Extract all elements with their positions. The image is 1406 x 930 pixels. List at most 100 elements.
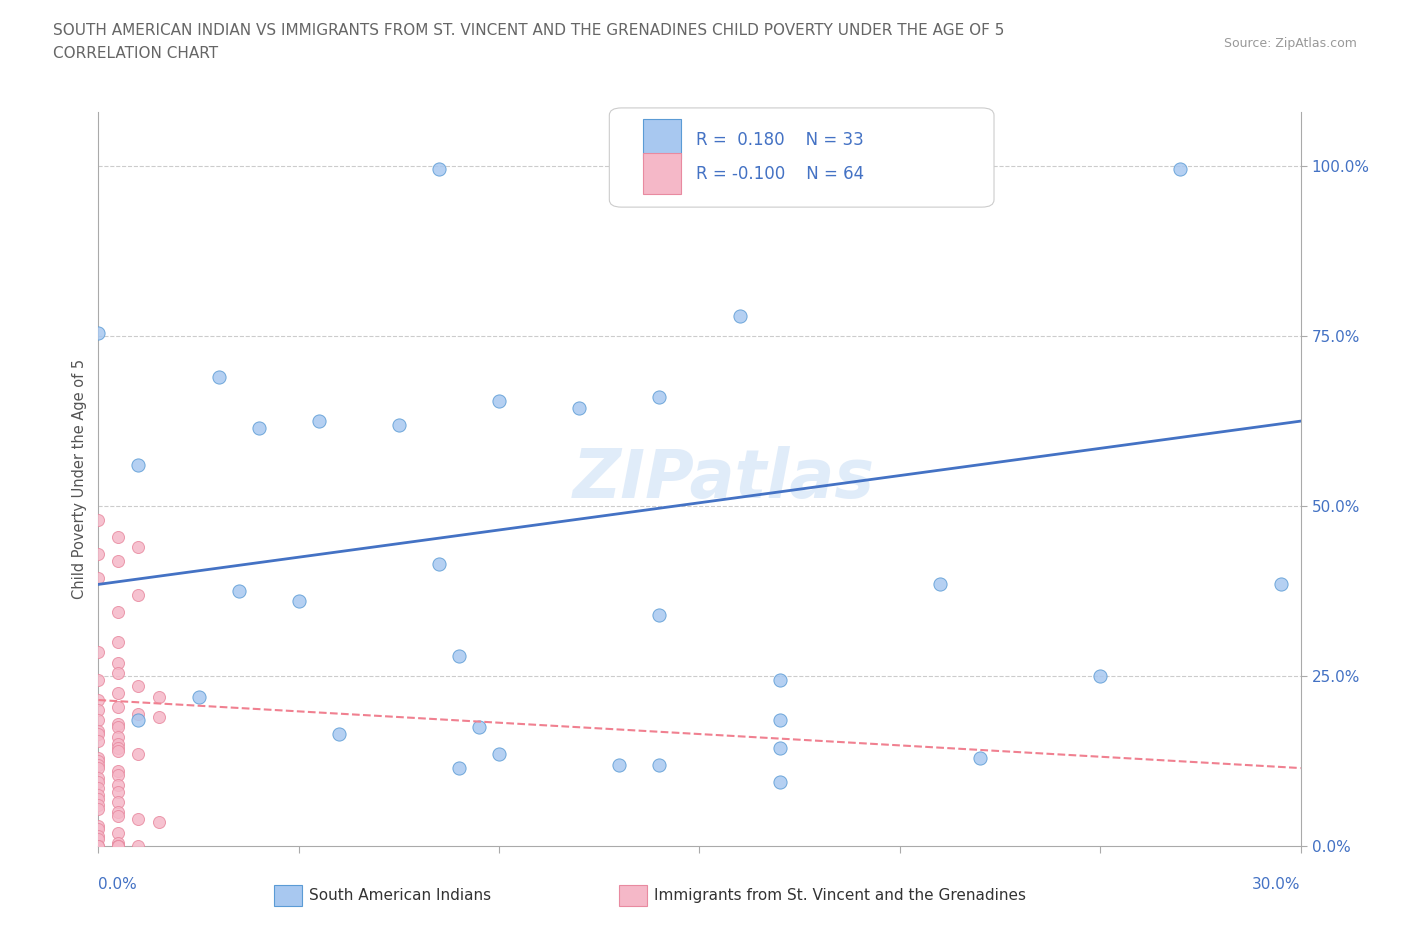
Text: R =  0.180    N = 33: R = 0.180 N = 33 (696, 130, 863, 149)
Point (107, 529, 129, 544)
Point (87, 693, 110, 708)
Point (87, 798, 110, 813)
Point (87, 788, 110, 803)
Text: 0.0%: 0.0% (98, 877, 138, 892)
Point (1088, 669, 1111, 684)
Point (107, 553, 129, 568)
Point (107, 737, 129, 751)
Point (427, 162, 450, 177)
Point (447, 648, 470, 663)
Point (107, 825, 129, 840)
Point (87, 757, 110, 772)
Point (128, 706, 150, 721)
FancyBboxPatch shape (609, 108, 994, 207)
Text: ▪: ▪ (274, 883, 299, 907)
Point (107, 784, 129, 799)
Bar (643, 153, 682, 193)
Point (427, 556, 450, 571)
Point (228, 584, 250, 599)
Point (769, 775, 792, 790)
Point (769, 672, 792, 687)
Point (87, 802, 110, 817)
Point (128, 458, 150, 472)
Point (87, 703, 110, 718)
Point (87, 724, 110, 738)
Point (648, 390, 671, 405)
Point (447, 761, 470, 776)
Point (87, 570, 110, 585)
Point (728, 308, 751, 323)
Point (148, 815, 170, 830)
Point (107, 808, 129, 823)
Point (107, 604, 129, 619)
Point (288, 594, 311, 609)
Point (929, 577, 952, 591)
Text: SOUTH AMERICAN INDIAN VS IMMIGRANTS FROM ST. VINCENT AND THE GRENADINES CHILD PO: SOUTH AMERICAN INDIAN VS IMMIGRANTS FROM… (53, 23, 1005, 38)
Point (328, 726, 350, 741)
Point (87, 326, 110, 340)
Point (87, 546, 110, 561)
Text: Immigrants from St. Vincent and the Grenadines: Immigrants from St. Vincent and the Gren… (654, 888, 1026, 903)
Point (107, 777, 129, 792)
Point (107, 720, 129, 735)
Point (128, 839, 150, 854)
Point (648, 757, 671, 772)
Y-axis label: Child Poverty Under the Age of 5: Child Poverty Under the Age of 5 (72, 359, 87, 599)
Point (87, 761, 110, 776)
Point (87, 839, 110, 854)
Point (87, 818, 110, 833)
Point (107, 699, 129, 714)
Point (1270, 577, 1292, 591)
Point (87, 829, 110, 844)
Point (208, 369, 231, 384)
Point (388, 417, 411, 432)
Point (87, 781, 110, 796)
Point (128, 539, 150, 554)
Point (568, 400, 591, 415)
Point (648, 607, 671, 622)
Point (1170, 162, 1192, 177)
Point (107, 839, 129, 854)
Point (769, 740, 792, 755)
Point (87, 751, 110, 765)
Point (488, 393, 510, 408)
Point (107, 656, 129, 671)
Point (87, 775, 110, 790)
Point (128, 713, 150, 728)
Point (128, 587, 150, 602)
Point (769, 713, 792, 728)
Text: R = -0.100    N = 64: R = -0.100 N = 64 (696, 165, 865, 183)
Point (107, 716, 129, 731)
Point (148, 689, 170, 704)
Point (128, 679, 150, 694)
Point (87, 832, 110, 847)
Bar (643, 119, 682, 159)
Text: Source: ZipAtlas.com: Source: ZipAtlas.com (1223, 37, 1357, 50)
Point (87, 771, 110, 786)
Point (107, 635, 129, 650)
Text: 30.0%: 30.0% (1253, 877, 1301, 892)
Point (87, 754, 110, 769)
Point (107, 839, 129, 854)
Point (148, 710, 170, 724)
Point (187, 689, 209, 704)
Point (969, 751, 991, 765)
Point (87, 512, 110, 527)
Point (87, 645, 110, 660)
Point (468, 720, 491, 735)
Point (107, 839, 129, 854)
Point (107, 744, 129, 759)
Point (107, 804, 129, 819)
Point (128, 747, 150, 762)
Point (107, 730, 129, 745)
Point (107, 685, 129, 700)
Text: ZIPatlas: ZIPatlas (572, 446, 875, 512)
Text: CORRELATION CHART: CORRELATION CHART (53, 46, 218, 61)
Point (87, 726, 110, 741)
Point (87, 822, 110, 837)
Point (87, 734, 110, 749)
Point (87, 839, 110, 854)
Text: South American Indians: South American Indians (309, 888, 492, 903)
Point (87, 672, 110, 687)
Point (107, 665, 129, 680)
